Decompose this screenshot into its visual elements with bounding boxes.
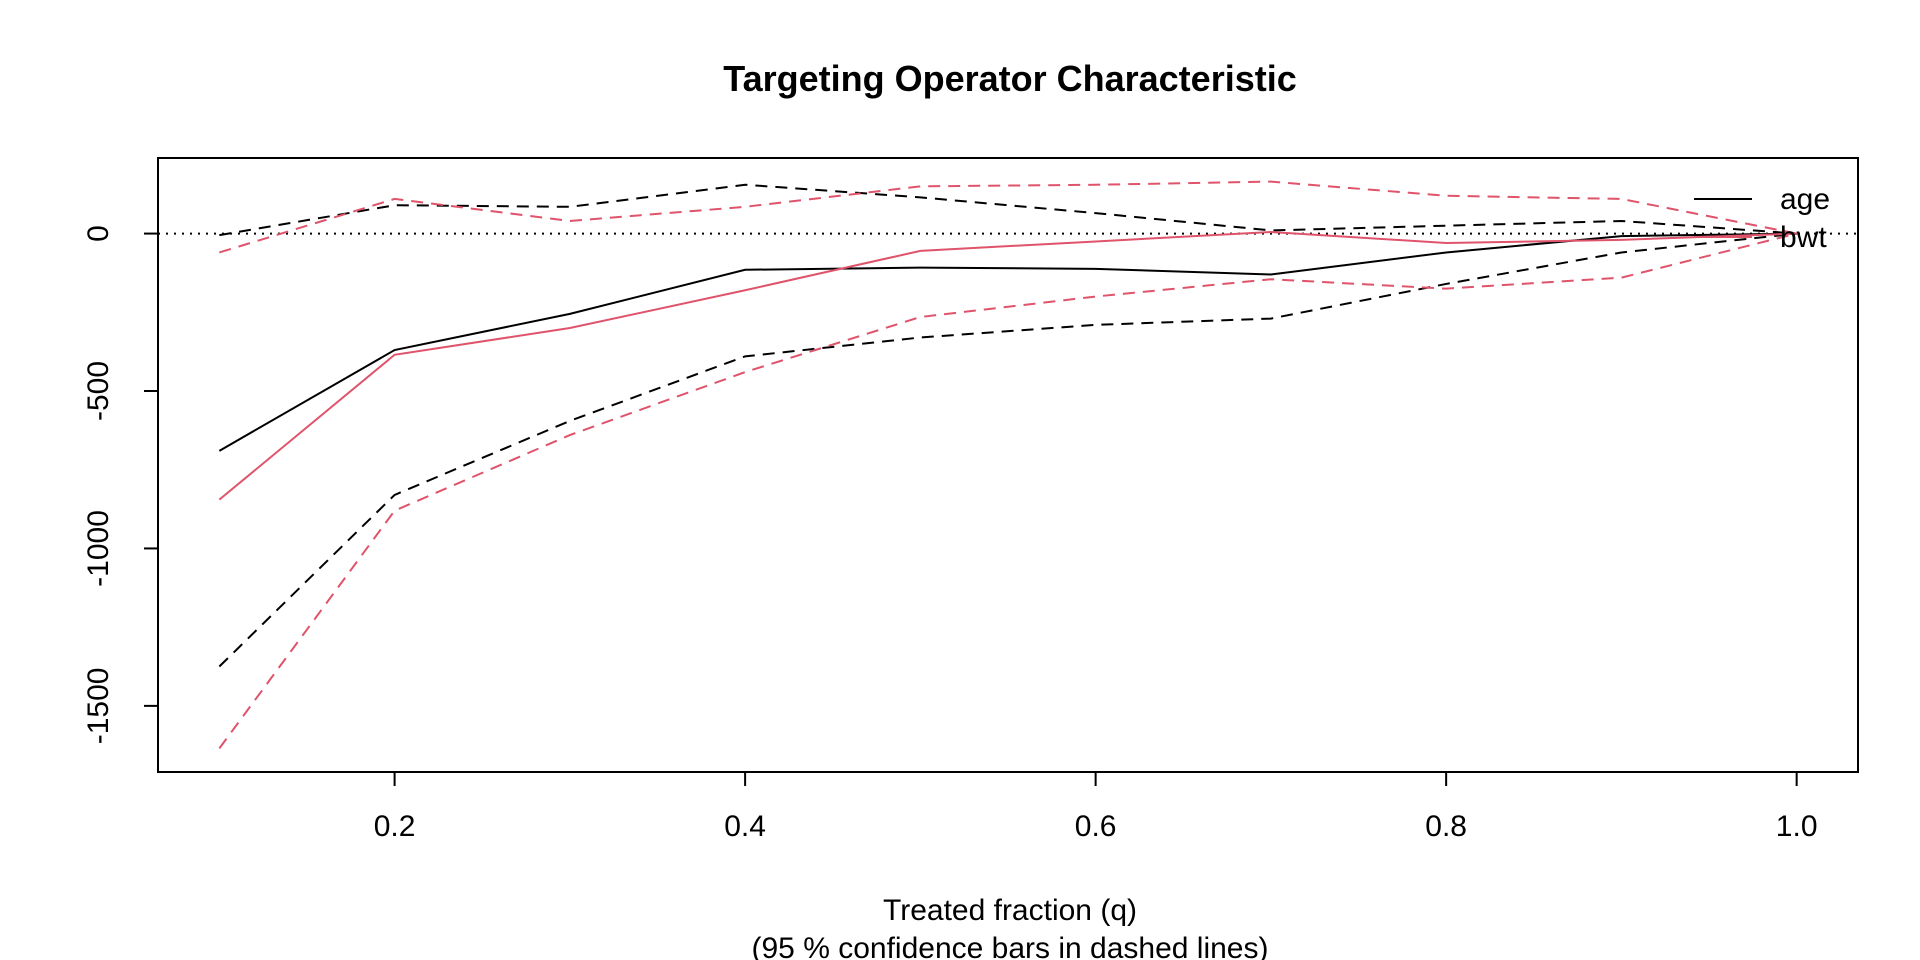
y-axis: 0 -500 -1000 -1500 — [82, 225, 159, 745]
x-axis-label: Treated fraction (q) — [883, 894, 1137, 927]
x-axis-sublabel: (95 % confidence bars in dashed lines) — [752, 932, 1269, 960]
y-tick-label: -1500 — [82, 668, 115, 745]
legend-label-bwt: bwt — [1780, 221, 1827, 254]
y-tick-label: -1000 — [82, 510, 115, 587]
x-tick-label: 0.6 — [1075, 810, 1117, 843]
series-age-line — [218, 232, 1797, 452]
legend-label-age: age — [1780, 183, 1830, 216]
x-axis: 0.2 0.4 0.6 0.8 1.0 — [374, 771, 1818, 843]
x-tick-label: 0.8 — [1425, 810, 1467, 843]
chart-title: Targeting Operator Characteristic — [723, 58, 1297, 99]
series-bwt-upper-ci-line — [219, 180, 1797, 254]
y-tick-label: 0 — [82, 225, 115, 242]
x-tick-label: 0.4 — [724, 810, 766, 843]
x-tick-label: 1.0 — [1776, 810, 1818, 843]
series-bwt-line — [218, 230, 1797, 501]
series-age-upper-ci-line — [219, 183, 1797, 237]
series-group — [218, 180, 1797, 749]
series-bwt-lower-ci-line — [218, 232, 1797, 749]
y-tick-label: -500 — [82, 361, 115, 421]
plot-frame — [157, 157, 1859, 773]
series-age-lower-ci-line — [218, 232, 1797, 668]
x-tick-label: 0.2 — [374, 810, 416, 843]
legend: age bwt — [1694, 183, 1830, 254]
